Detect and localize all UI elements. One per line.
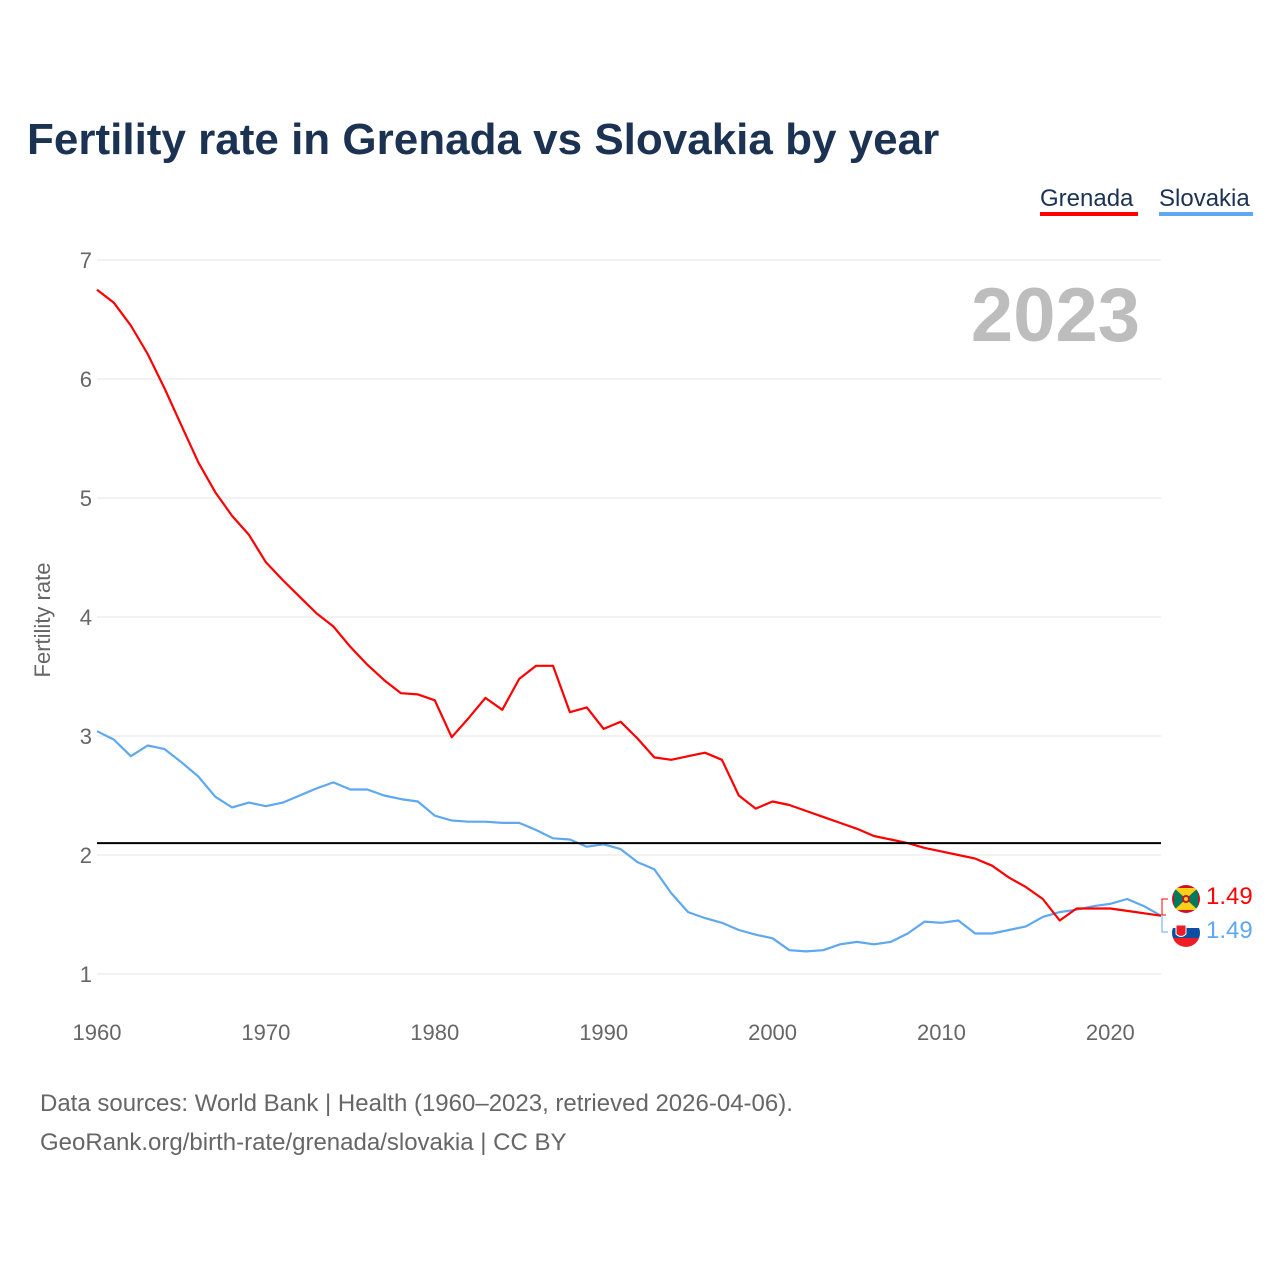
connector-grenada <box>1161 898 1168 933</box>
series-line-grenada <box>96 288 1162 922</box>
y-tick-label: 2 <box>80 843 92 868</box>
y-tick-label: 5 <box>80 486 92 511</box>
end-label-slovakia: 1.49 <box>1206 917 1253 944</box>
grid <box>97 259 1161 975</box>
legend-swatch-slovakia <box>1159 212 1253 216</box>
chart-title: Fertility rate in Grenada vs Slovakia by… <box>27 115 939 164</box>
y-tick-label: 7 <box>80 248 92 273</box>
end-labels: 1.49 1.49 <box>1161 883 1253 947</box>
x-tick-label: 2010 <box>917 1020 966 1045</box>
y-tick-label: 1 <box>80 962 92 987</box>
y-axis: 1 2 3 4 5 6 7 <box>80 248 92 987</box>
grenada-flag-icon <box>1172 885 1200 913</box>
connector-slovakia <box>1161 915 1168 933</box>
y-tick-label: 4 <box>80 605 92 630</box>
legend: Grenada Slovakia <box>1040 185 1253 216</box>
year-watermark: 2023 <box>971 273 1140 358</box>
series-line-slovakia <box>96 730 1162 953</box>
y-axis-label: Fertility rate <box>30 563 55 678</box>
y-tick-label: 6 <box>80 367 92 392</box>
source-line-1: Data sources: World Bank | Health (1960–… <box>40 1090 793 1117</box>
legend-label-grenada[interactable]: Grenada <box>1040 185 1134 212</box>
series-lines <box>96 288 1162 953</box>
legend-swatch-grenada <box>1040 212 1138 216</box>
source-line-2[interactable]: GeoRank.org/birth-rate/grenada/slovakia … <box>40 1129 567 1156</box>
y-tick-label: 3 <box>80 724 92 749</box>
legend-label-slovakia[interactable]: Slovakia <box>1159 185 1250 212</box>
end-label-grenada: 1.49 <box>1206 883 1253 910</box>
x-axis: 1960 1970 1980 1990 2000 2010 2020 <box>73 1020 1135 1045</box>
slovakia-flag-icon <box>1172 919 1200 947</box>
x-tick-label: 1990 <box>579 1020 628 1045</box>
x-tick-label: 2000 <box>748 1020 797 1045</box>
x-tick-label: 1960 <box>73 1020 122 1045</box>
x-tick-label: 1970 <box>241 1020 290 1045</box>
x-tick-label: 1980 <box>410 1020 459 1045</box>
x-tick-label: 2020 <box>1086 1020 1135 1045</box>
